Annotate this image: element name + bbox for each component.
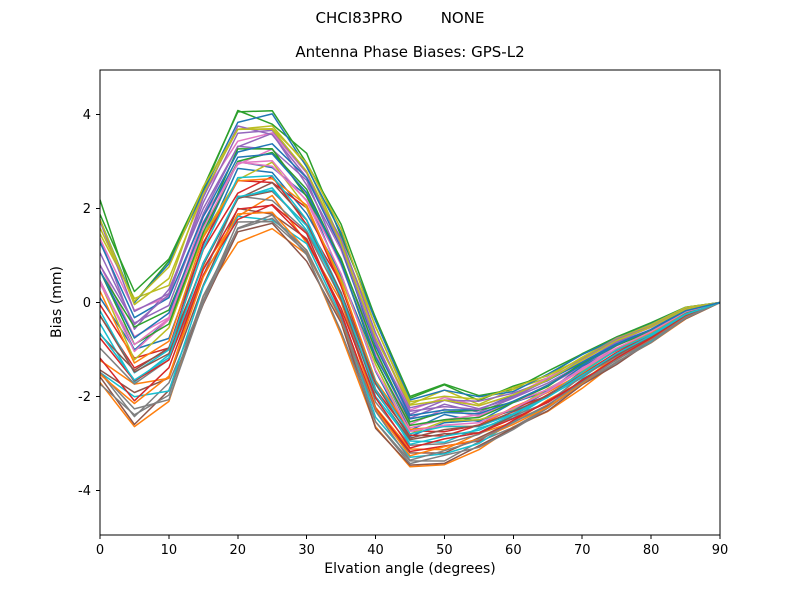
x-axis-label: Elvation angle (degrees) <box>324 561 496 577</box>
y-tick-label: 2 <box>83 202 91 217</box>
series-line <box>100 148 720 423</box>
series-line <box>100 153 720 420</box>
x-tick-label: 30 <box>298 543 315 558</box>
x-tick-label: 80 <box>643 543 660 558</box>
series-line <box>100 128 720 407</box>
y-tick-label: 4 <box>83 108 91 123</box>
axes-title: Antenna Phase Biases: GPS-L2 <box>295 43 525 61</box>
series-line <box>100 175 720 435</box>
x-tick-label: 40 <box>367 543 384 558</box>
y-tick-label: 0 <box>83 296 91 311</box>
x-tick-label: 50 <box>436 543 453 558</box>
x-tick-label: 0 <box>96 543 104 558</box>
series-line <box>100 145 720 419</box>
series-line <box>100 204 720 449</box>
y-tick-label: -4 <box>78 484 91 499</box>
x-tick-label: 60 <box>505 543 522 558</box>
series-line <box>100 217 720 461</box>
series-line <box>100 125 720 406</box>
series-line <box>100 159 720 432</box>
series-line <box>100 214 720 465</box>
series-line <box>100 189 720 446</box>
series-lines <box>100 109 720 468</box>
x-tick-label: 70 <box>574 543 591 558</box>
x-tick-label: 20 <box>230 543 247 558</box>
figure-suptitle: CHCI83PRO NONE <box>315 9 485 27</box>
series-line <box>100 148 720 426</box>
x-tick-label: 10 <box>161 543 178 558</box>
series-line <box>100 127 720 403</box>
x-tick-label: 90 <box>712 543 729 558</box>
y-tick-label: -2 <box>78 390 91 405</box>
series-line <box>100 129 720 413</box>
series-line <box>100 177 720 431</box>
